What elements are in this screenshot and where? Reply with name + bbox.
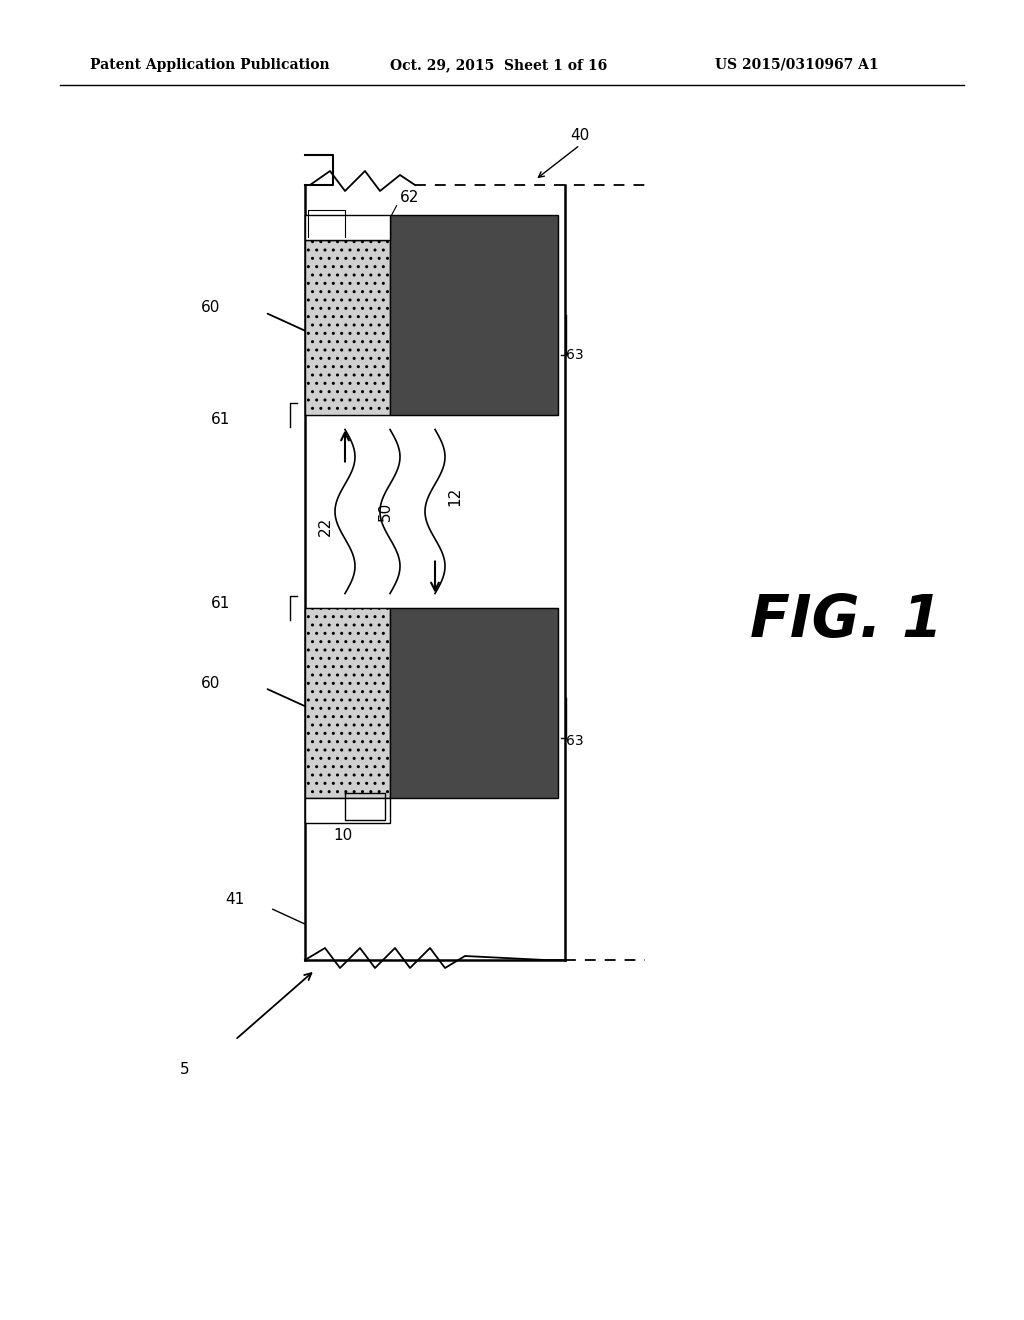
Bar bbox=[305, 240, 390, 414]
Text: 60: 60 bbox=[201, 300, 220, 315]
Bar bbox=[390, 215, 558, 414]
Text: 22: 22 bbox=[317, 517, 333, 536]
Text: 61: 61 bbox=[211, 412, 230, 428]
Text: Oct. 29, 2015  Sheet 1 of 16: Oct. 29, 2015 Sheet 1 of 16 bbox=[390, 58, 607, 73]
Bar bbox=[305, 609, 390, 799]
Text: US 2015/0310967 A1: US 2015/0310967 A1 bbox=[715, 58, 879, 73]
Text: 61: 61 bbox=[211, 595, 230, 610]
Text: 62: 62 bbox=[308, 805, 326, 820]
Text: 63: 63 bbox=[566, 734, 584, 748]
Text: 20: 20 bbox=[310, 215, 330, 230]
Text: 63: 63 bbox=[566, 348, 584, 362]
Text: 60: 60 bbox=[201, 676, 220, 690]
Text: 41: 41 bbox=[225, 892, 245, 908]
Bar bbox=[390, 609, 558, 799]
Text: 10: 10 bbox=[333, 829, 352, 843]
Text: 12: 12 bbox=[447, 487, 463, 506]
Bar bbox=[305, 799, 390, 822]
Text: 40: 40 bbox=[570, 128, 589, 143]
Text: 5: 5 bbox=[180, 1063, 189, 1077]
Bar bbox=[305, 215, 390, 240]
Text: 62: 62 bbox=[400, 190, 420, 205]
Text: FIG. 1: FIG. 1 bbox=[750, 591, 943, 648]
Text: Patent Application Publication: Patent Application Publication bbox=[90, 58, 330, 73]
Text: 50: 50 bbox=[378, 502, 392, 521]
